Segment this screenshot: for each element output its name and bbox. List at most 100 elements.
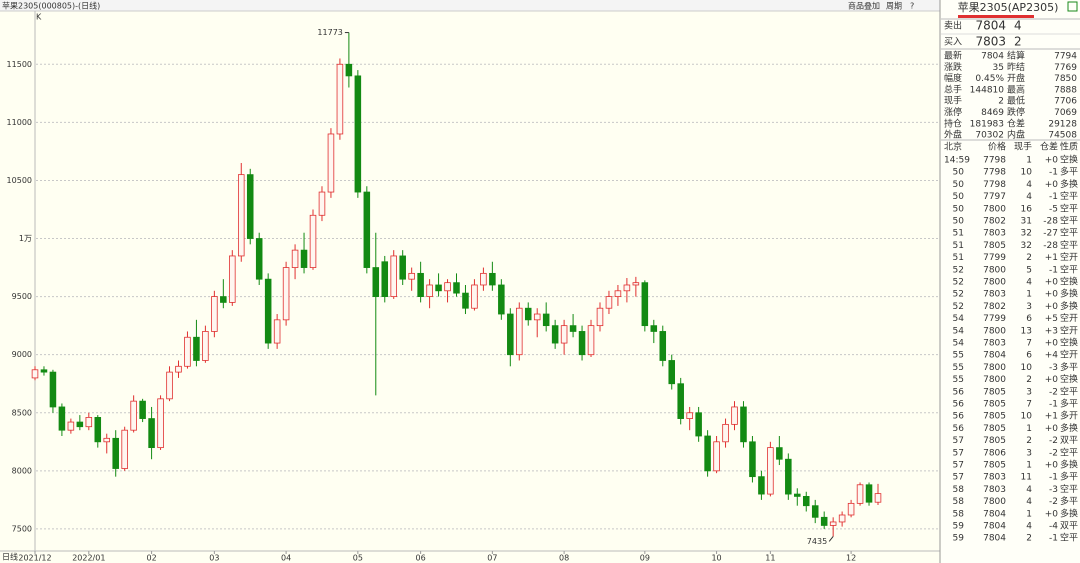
stat-value: 70302: [975, 131, 1004, 141]
stat-label: 最新: [944, 50, 962, 62]
candle-body: [229, 255, 236, 303]
stat-label: 结算: [1007, 50, 1025, 62]
candle-body: [785, 458, 792, 495]
tick-time: 58: [953, 485, 965, 495]
tick-nature: 多平: [1060, 471, 1078, 483]
tick-volume: 10: [1021, 412, 1033, 422]
column-header: 性质: [1060, 141, 1078, 153]
candle-body: [444, 282, 451, 292]
tick-price: 7803: [983, 229, 1006, 239]
tick-volume: 2: [1026, 436, 1032, 446]
x-tick-label: 09: [640, 554, 650, 563]
tick-nature: 多换: [1060, 459, 1078, 471]
candle-body: [471, 284, 478, 309]
tick-time: 51: [953, 253, 964, 263]
candle-body: [776, 447, 783, 460]
tick-time: 52: [953, 290, 964, 300]
candle-body: [426, 284, 433, 298]
candle-body: [49, 371, 57, 408]
candle-body: [560, 325, 568, 344]
tick-time: 54: [953, 326, 965, 336]
tick-nature: 空平: [1060, 446, 1078, 458]
y-tick-label: 8000: [12, 466, 32, 475]
candle-body: [722, 423, 729, 443]
tick-time: 52: [953, 278, 964, 288]
tick-volume: 1: [1026, 424, 1032, 434]
candle-body: [596, 307, 604, 327]
candle-body: [794, 493, 801, 497]
tick-time: 50: [953, 217, 965, 227]
tick-price: 7800: [983, 278, 1006, 288]
candle-body: [291, 249, 299, 268]
candle-body: [704, 435, 711, 472]
column-header: 北京: [944, 141, 962, 153]
candle-body: [94, 417, 102, 443]
tick-time: 54: [953, 314, 965, 324]
candle-body: [246, 174, 254, 239]
tick-nature: 空开: [1060, 324, 1078, 336]
stat-label: 持仓: [944, 117, 962, 129]
tick-time: 55: [953, 363, 964, 373]
tick-oi-change: +1: [1045, 253, 1058, 263]
tick-time: 55: [953, 351, 964, 361]
candle-body: [130, 400, 137, 431]
tick-nature: 空平: [1060, 263, 1078, 275]
tick-time: 59: [953, 522, 965, 532]
tick-time: 56: [953, 387, 965, 397]
tick-price: 7800: [983, 265, 1006, 275]
tick-volume: 4: [1026, 485, 1032, 495]
stat-label: 幅度: [944, 72, 962, 84]
y-axis-label: K: [36, 13, 42, 22]
period-button[interactable]: 周期: [886, 2, 902, 11]
candle-body: [767, 447, 774, 495]
tick-nature: 多平: [1060, 361, 1078, 373]
candle-body: [354, 75, 362, 193]
tick-nature: 空平: [1060, 385, 1078, 397]
candle-body: [76, 421, 84, 428]
tick-time: 57: [953, 461, 964, 471]
tick-time: 54: [953, 339, 965, 349]
tick-nature: 多平: [1060, 495, 1078, 507]
candle-body: [112, 437, 119, 469]
candle-body: [121, 429, 128, 469]
help-button[interactable]: ?: [910, 2, 914, 11]
x-tick-label: 06: [416, 554, 426, 563]
overlay-button[interactable]: 商品叠加: [848, 1, 880, 11]
tick-time: 57: [953, 473, 964, 483]
tick-price: 7806: [983, 448, 1006, 458]
tick-oi-change: +0: [1045, 278, 1059, 288]
tick-oi-change: +4: [1045, 351, 1059, 361]
chart-header: [0, 0, 940, 11]
stat-label: 最低: [1007, 95, 1025, 107]
stat-value: 8469: [981, 108, 1004, 118]
stat-value: 7850: [1054, 74, 1077, 84]
tick-price: 7803: [983, 473, 1006, 483]
tick-oi-change: +0: [1045, 302, 1059, 312]
tick-oi-change: +5: [1045, 314, 1058, 324]
stat-label: 内盘: [1007, 129, 1025, 141]
y-tick-label: 1万: [19, 234, 32, 243]
tick-nature: 空平: [1060, 483, 1078, 495]
ask-price: 7804: [975, 19, 1006, 33]
candle-body: [811, 505, 819, 518]
tick-price: 7805: [983, 412, 1006, 422]
tick-price: 7800: [983, 497, 1006, 507]
candle-body: [516, 307, 523, 356]
tick-oi-change: -5: [1049, 204, 1058, 214]
column-header: 现手: [1014, 141, 1032, 153]
tick-time: 58: [953, 509, 965, 519]
candle-body: [731, 406, 738, 425]
tick-price: 7797: [983, 192, 1006, 202]
tick-volume: 2: [1026, 375, 1032, 385]
tick-volume: 1: [1026, 509, 1032, 519]
stat-value: 7804: [981, 52, 1004, 62]
x-tick-label: 08: [559, 554, 569, 563]
y-tick-label: 9000: [12, 350, 32, 359]
tick-nature: 多换: [1060, 288, 1078, 300]
panel-toggle[interactable]: [1067, 1, 1078, 12]
tick-volume: 10: [1021, 168, 1033, 178]
tick-nature: 空换: [1060, 373, 1078, 385]
tick-price: 7804: [983, 522, 1006, 532]
